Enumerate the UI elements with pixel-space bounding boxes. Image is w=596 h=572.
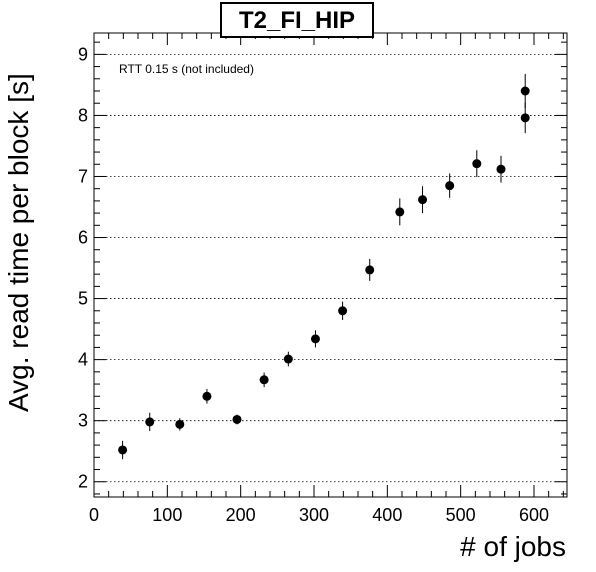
y-tick-label: 2: [78, 472, 88, 492]
data-point: [418, 195, 428, 205]
rtt-annotation: RTT 0.15 s (not included): [119, 62, 254, 76]
data-point: [118, 445, 128, 455]
data-point: [520, 86, 530, 96]
data-point: [472, 159, 482, 169]
y-tick-label: 5: [78, 289, 88, 309]
y-tick-label: 3: [78, 411, 88, 431]
y-axis-label: Avg. read time per block [s]: [3, 73, 34, 412]
data-point: [202, 391, 212, 401]
data-points: [118, 73, 530, 460]
y-tick-label: 7: [78, 166, 88, 186]
data-point: [445, 181, 455, 191]
data-point: [338, 306, 348, 316]
x-tick-label: 400: [372, 505, 402, 525]
data-point: [259, 375, 269, 385]
y-tick-label: 8: [78, 105, 88, 125]
data-point: [310, 334, 320, 344]
chart-title: T2_FI_HIP: [239, 7, 355, 34]
axis-ticks: [93, 33, 567, 497]
x-tick-label: 200: [226, 505, 256, 525]
plot-frame: [93, 32, 568, 498]
x-tick-label: 500: [446, 505, 476, 525]
x-tick-label: 100: [152, 505, 182, 525]
y-tick-label: 4: [78, 350, 88, 370]
title-box: [220, 2, 374, 38]
data-point: [175, 419, 185, 429]
data-point: [145, 417, 155, 427]
y-tick-labels: 2 3 4 5 6 7 8 9: [78, 44, 88, 491]
x-axis-label: # of jobs: [460, 531, 566, 562]
data-point: [520, 113, 530, 123]
y-tick-label: 6: [78, 228, 88, 248]
data-point: [395, 207, 405, 217]
x-tick-labels: 0 100 200 300 400 500 600: [89, 505, 549, 525]
data-point: [283, 354, 293, 364]
data-point: [232, 414, 242, 424]
data-point: [365, 265, 375, 275]
x-tick-label: 300: [299, 505, 329, 525]
x-tick-label: 0: [89, 505, 99, 525]
grid-lines: [94, 53, 567, 483]
y-tick-label: 9: [78, 44, 88, 64]
data-point: [496, 164, 506, 174]
x-tick-label: 600: [519, 505, 549, 525]
